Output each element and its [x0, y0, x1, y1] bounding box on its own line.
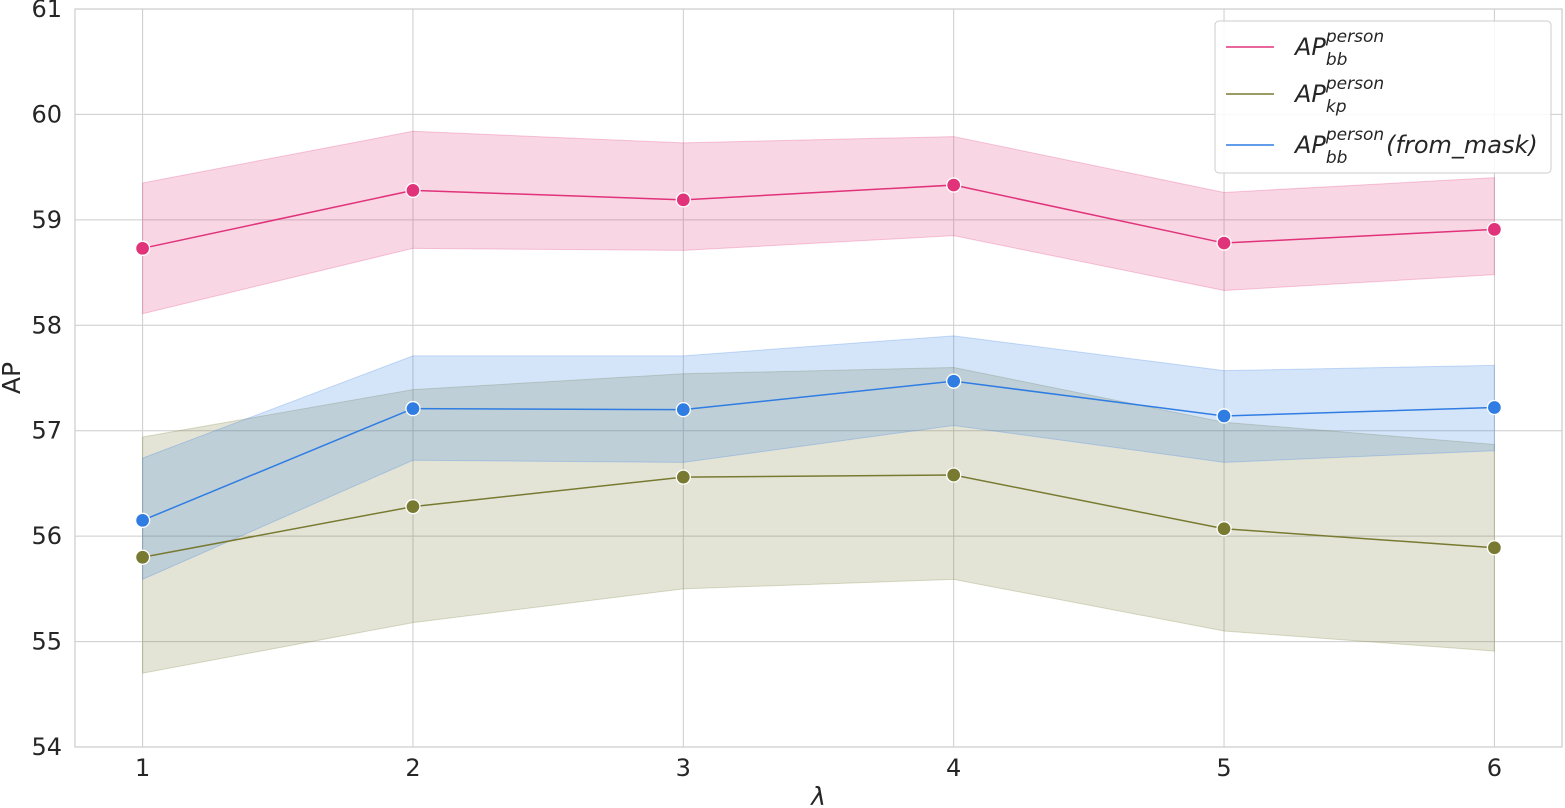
data-point [1216, 521, 1232, 537]
data-point [675, 401, 691, 418]
confidence-bands [142, 130, 1495, 674]
x-tick-label: 2 [405, 754, 420, 782]
data-point [134, 512, 151, 528]
confidence-band [142, 130, 1495, 315]
legend-box [1214, 20, 1552, 174]
x-tick-label: 4 [946, 754, 961, 782]
series-line [142, 184, 1495, 250]
data-point [946, 177, 962, 193]
series-points [134, 177, 1503, 565]
series-line [142, 380, 1495, 522]
data-point [1486, 540, 1503, 556]
series-line [142, 474, 1495, 558]
y-tick-label: 57 [31, 417, 62, 445]
data-point [134, 549, 151, 565]
plot-frame [74, 8, 1563, 748]
data-point [675, 192, 691, 208]
data-point [405, 498, 421, 515]
data-point [405, 400, 421, 417]
x-tick-label: 6 [1487, 754, 1502, 782]
x-tick-labels: 1 2 3 4 5 6 [135, 754, 1502, 782]
data-point [405, 182, 421, 198]
y-tick-label: 60 [31, 100, 62, 128]
legend-entry: APperson bb [1293, 27, 1384, 70]
data-point [675, 469, 691, 485]
data-point [946, 373, 962, 389]
data-point [1216, 235, 1232, 251]
y-tick-labels: 54 55 56 57 58 59 60 61 [31, 0, 62, 761]
confidence-band [142, 366, 1495, 674]
x-axis-label: λ [809, 782, 826, 808]
legend-entry: APperson bb (from_mask) [1293, 125, 1538, 168]
x-tick-label: 5 [1216, 754, 1231, 782]
data-point [1216, 408, 1232, 424]
x-tick-label: 3 [676, 754, 691, 782]
y-tick-label: 61 [31, 0, 62, 23]
legend-entry: APperson kp [1293, 74, 1384, 117]
data-point [946, 467, 962, 483]
y-tick-label: 54 [31, 733, 62, 761]
confidence-band [142, 335, 1495, 581]
data-point [1486, 221, 1503, 237]
y-tick-label: 55 [31, 628, 62, 656]
data-point [134, 240, 151, 256]
x-tick-label: 1 [135, 754, 150, 782]
y-tick-label: 58 [31, 311, 62, 339]
y-axis-label: AP [0, 362, 26, 394]
y-tick-label: 56 [31, 522, 62, 550]
y-tick-label: 59 [31, 206, 62, 234]
data-point [1486, 399, 1503, 416]
series-lines [142, 184, 1495, 558]
